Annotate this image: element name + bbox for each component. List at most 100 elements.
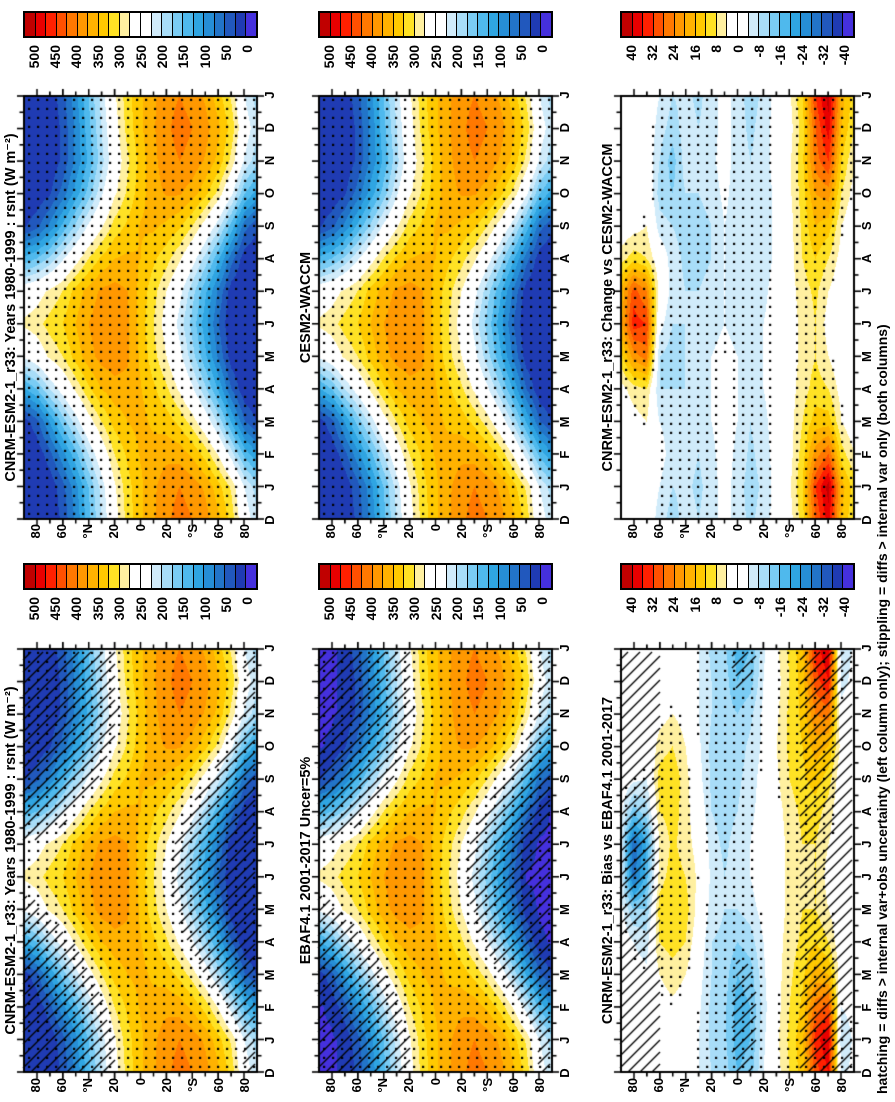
- colorbar-label: 450: [47, 597, 64, 621]
- month-label: A: [262, 937, 277, 947]
- colorbar-segment: [664, 565, 675, 588]
- colorbar-label: 150: [175, 45, 192, 69]
- colorbar-label: 24: [665, 45, 682, 61]
- panel-title: EBAF4.1 2001-2017 Uncer=5%: [298, 756, 314, 965]
- latitude-label: °S: [184, 524, 200, 538]
- colorbar-segment: [822, 13, 833, 36]
- month-label: D: [859, 676, 874, 686]
- latitude-label: 20: [453, 1078, 469, 1093]
- colorbar-segment: [727, 565, 739, 588]
- colorbar-segment: [204, 565, 215, 588]
- month-label: D: [262, 1068, 277, 1078]
- month-label: A: [262, 806, 277, 817]
- colorbar-label: 450: [342, 597, 359, 621]
- colorbar-segment: [499, 565, 510, 588]
- latitude-label: °S: [781, 1078, 797, 1092]
- colorbar-label: 350: [89, 45, 106, 69]
- colorbar-segment: [25, 13, 36, 36]
- colorbar-segment: [436, 13, 447, 36]
- colorbar-label: 250: [427, 45, 444, 69]
- latitude-label: 60: [505, 524, 521, 539]
- month-label: S: [557, 774, 572, 784]
- latitude-label: 0: [132, 524, 148, 532]
- colorbar-label: 16: [686, 597, 703, 613]
- month-label: J: [859, 644, 874, 652]
- latitude-label: 80: [531, 1078, 547, 1093]
- month-label: N: [262, 708, 277, 719]
- colorbar-segment: [320, 13, 331, 36]
- month-label: J: [262, 873, 277, 881]
- panel-title: CNRM-ESM2-1_r33: Years 1980-1999 : rsnt …: [3, 133, 19, 482]
- month-label: A: [859, 253, 874, 264]
- contour-field-canvas: [611, 639, 864, 1082]
- colorbar-label: 150: [175, 597, 192, 621]
- colorbar-label: 100: [491, 45, 508, 69]
- colorbar-segment: [172, 565, 184, 588]
- latitude-label: 60: [349, 524, 365, 539]
- colorbar-segment: [520, 565, 531, 588]
- colorbar-segment: [706, 13, 717, 36]
- latitude-label: 0: [427, 1078, 443, 1086]
- latitude-label: °S: [479, 524, 495, 538]
- colorbar-label: -24: [793, 597, 810, 618]
- colorbar-segment: [780, 565, 791, 588]
- latitude-label: 20: [703, 1078, 719, 1093]
- colorbar-label: 50: [512, 597, 529, 613]
- colorbar-label: 300: [111, 597, 128, 621]
- panel-title: CNRM-ESM2-1_r33: Change vs CESM2-WACCM: [600, 143, 616, 472]
- month-label: F: [262, 1003, 277, 1012]
- latitude-label: 20: [158, 524, 174, 539]
- month-label: M: [262, 904, 277, 915]
- colorbar-segment: [541, 13, 552, 36]
- colorbar-label: -32: [814, 597, 831, 618]
- month-label: M: [859, 904, 874, 915]
- colorbar-segment: [141, 13, 152, 36]
- latitude-label: 0: [729, 524, 745, 532]
- colorbar-label: 32: [644, 45, 661, 61]
- colorbar-segment: [330, 565, 342, 588]
- colorbar-segment: [759, 13, 770, 36]
- colorbar-segment: [35, 565, 47, 588]
- colorbar-segment: [811, 13, 823, 36]
- latitude-label: 20: [401, 1078, 417, 1093]
- colorbar-label: 32: [644, 597, 661, 613]
- month-label: F: [557, 450, 572, 459]
- colorbar-segment: [643, 13, 654, 36]
- latitude-label: 60: [54, 1078, 70, 1093]
- colorbar-segment: [843, 13, 854, 36]
- month-label: N: [557, 708, 572, 719]
- colorbar-label: 0: [239, 45, 256, 53]
- latitude-label: 80: [833, 524, 849, 539]
- colorbar: [620, 11, 855, 38]
- month-label: M: [557, 904, 572, 915]
- colorbar-label: -32: [814, 45, 831, 66]
- month-label: J: [262, 644, 277, 652]
- latitude-label: 60: [807, 1078, 823, 1093]
- colorbar-segment: [467, 565, 479, 588]
- colorbar-label: 250: [427, 597, 444, 621]
- colorbar-segment: [738, 565, 749, 588]
- colorbar-segment: [162, 565, 173, 588]
- colorbar-label: 200: [448, 597, 465, 621]
- latitude-label: °N: [80, 1078, 96, 1093]
- colorbar-segment: [119, 13, 131, 36]
- colorbar-label: -8: [750, 45, 767, 58]
- month-label: J: [859, 1036, 874, 1044]
- colorbar-segment: [56, 565, 68, 588]
- colorbar-segment: [404, 565, 415, 588]
- month-label: J: [262, 320, 277, 328]
- colorbar-segment: [25, 565, 36, 588]
- colorbar-segment: [46, 565, 57, 588]
- month-label: J: [262, 483, 277, 491]
- colorbar-segment: [404, 13, 415, 36]
- latitude-label: 80: [833, 1078, 849, 1093]
- colorbar-label: 16: [686, 45, 703, 61]
- colorbar-label: 300: [406, 45, 423, 69]
- colorbar-segment: [414, 13, 426, 36]
- colorbar-segment: [509, 13, 521, 36]
- colorbar-segment: [141, 565, 152, 588]
